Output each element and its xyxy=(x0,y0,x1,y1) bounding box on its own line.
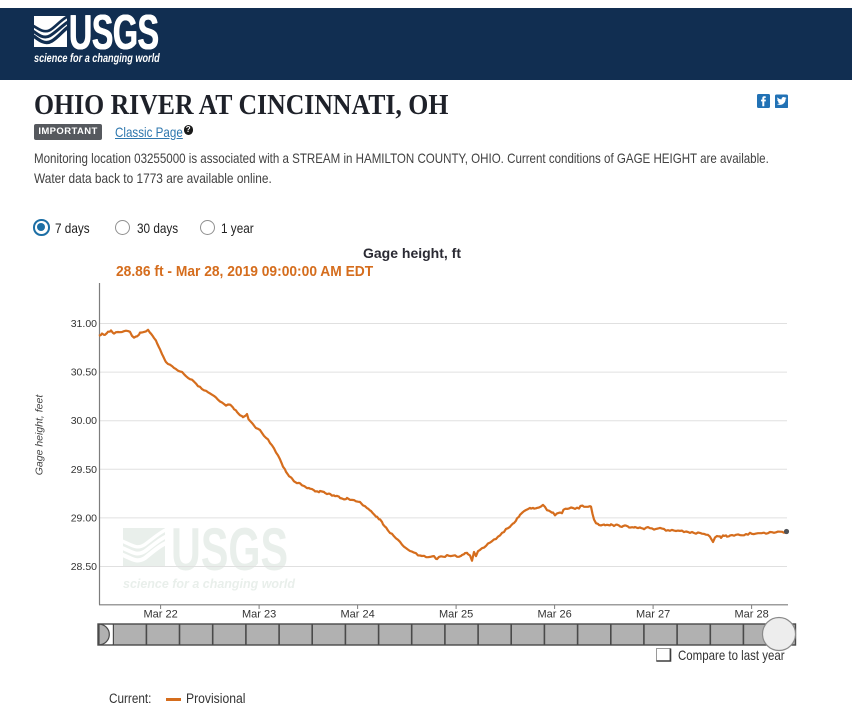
svg-text:Mar 22: Mar 22 xyxy=(143,609,177,621)
svg-text:28.50: 28.50 xyxy=(71,561,97,573)
svg-text:Mar 28: Mar 28 xyxy=(734,609,768,621)
svg-text:Gage height, feet: Gage height, feet xyxy=(34,394,46,476)
svg-text:science for a changing world: science for a changing world xyxy=(123,577,295,591)
svg-text:30.50: 30.50 xyxy=(71,367,97,379)
svg-text:30.00: 30.00 xyxy=(71,415,97,427)
svg-text:Mar 26: Mar 26 xyxy=(537,609,571,621)
svg-text:Mar 25: Mar 25 xyxy=(439,609,473,621)
svg-text:29.00: 29.00 xyxy=(71,512,97,524)
svg-text:Mar 24: Mar 24 xyxy=(340,609,374,621)
svg-text:Mar 27: Mar 27 xyxy=(636,609,670,621)
svg-text:31.00: 31.00 xyxy=(71,318,97,330)
svg-text:29.50: 29.50 xyxy=(71,464,97,476)
svg-text:USGS: USGS xyxy=(171,516,288,583)
svg-text:Mar 23: Mar 23 xyxy=(242,609,276,621)
